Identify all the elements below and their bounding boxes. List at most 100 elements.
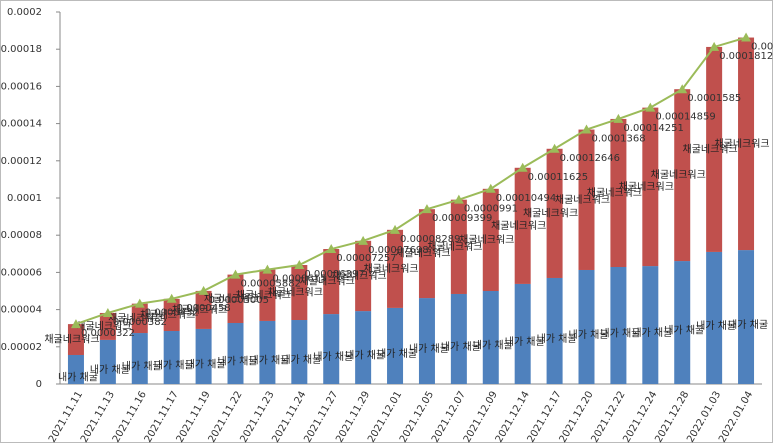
segment-label: 채굴네크워크: [76, 319, 131, 332]
segment-label: 내가 채굴: [281, 354, 321, 366]
data-label: 0.0001585: [687, 93, 741, 104]
bar-segment: [578, 269, 595, 384]
segment-label: 내가 채굴: [632, 327, 672, 339]
bar-segment: [738, 37, 755, 251]
bar-segment: [450, 293, 467, 384]
bar-segment: [642, 266, 659, 384]
segment-label: 내가 채굴: [186, 358, 226, 370]
bar-segment: [323, 249, 340, 315]
segment-label: 채굴네크워크: [651, 168, 706, 181]
bar-segment: [163, 298, 180, 331]
segment-label: 내가 채굴: [58, 371, 98, 383]
line-marker: [549, 143, 560, 153]
line-marker: [230, 269, 241, 279]
y-tick-label: 0.00012: [1, 156, 42, 167]
segment-label: 내가 채굴: [345, 350, 385, 362]
y-tick-label: 0.0001: [7, 193, 42, 204]
line-marker: [294, 260, 305, 270]
bar-segment: [482, 188, 499, 291]
segment-label: 채굴네크워크: [300, 275, 355, 288]
line-marker: [198, 285, 209, 295]
line-marker: [709, 41, 720, 51]
y-tick-label: 0.00014: [1, 119, 42, 130]
line-marker: [453, 194, 464, 204]
bar-segment: [450, 199, 467, 294]
segment-label: 내가 채굴: [537, 333, 577, 345]
line-marker: [326, 244, 337, 254]
y-tick-label: 0: [36, 379, 42, 390]
bar-segment: [227, 274, 244, 323]
data-label: 0.0000322: [81, 328, 135, 339]
y-tick-label: 0.0002: [7, 7, 42, 18]
segment-label: 채굴네크워크: [555, 193, 610, 206]
bar-segment: [259, 320, 276, 384]
data-label: 0.00007698: [368, 245, 428, 256]
segment-label: 내가 채굴: [664, 325, 704, 337]
bar-segment: [387, 307, 404, 384]
bar-segment: [610, 118, 627, 268]
data-label: 0.00014859: [655, 112, 715, 123]
bar-segment: [99, 312, 116, 340]
bar-segment: [546, 277, 563, 384]
segment-label: 내가 채굴: [218, 355, 258, 367]
line-marker: [485, 183, 496, 193]
y-tick-label: 0.00016: [1, 81, 42, 92]
segment-label: 채굴네크워크: [523, 206, 578, 219]
line-marker: [166, 293, 177, 303]
bar-segment: [706, 46, 723, 252]
bar-segment: [514, 283, 531, 384]
data-label: 0.00008289: [400, 234, 460, 245]
y-tick-label: 0.00006: [1, 267, 42, 278]
bar-segment: [291, 265, 308, 321]
bar-segment: [674, 261, 691, 384]
line-marker: [102, 307, 113, 317]
bar-segment: [323, 314, 340, 384]
segment-label: 내가 채굴: [90, 364, 130, 376]
segment-label: 내가 채굴: [249, 354, 289, 366]
y-tick-label: 0.00008: [1, 230, 42, 241]
line-marker: [390, 224, 401, 234]
bar-segment: [195, 290, 212, 329]
data-label: 0.00005005: [209, 295, 269, 306]
segment-label: 채굴네크워크: [427, 240, 482, 253]
line-marker: [581, 124, 592, 134]
segment-label: 내가 채굴: [154, 359, 194, 371]
segment-label: 내가 채굴: [728, 319, 768, 331]
data-label: 0.0001368: [592, 134, 646, 145]
bar-segment: [610, 267, 627, 384]
data-label: 0.0000991: [464, 204, 518, 215]
data-label: 0.00012646: [560, 153, 620, 164]
bar-segment: [642, 107, 659, 267]
segment-label: 채굴네크워크: [236, 288, 291, 301]
segment-label: 내가 채굴: [441, 341, 481, 353]
bar-segment: [259, 269, 276, 321]
bar-segment: [355, 311, 372, 384]
line-marker: [421, 204, 432, 214]
line-marker: [517, 162, 528, 172]
line-marker: [358, 235, 369, 245]
segment-label: 채굴네크워크: [332, 269, 387, 282]
segment-label: 채굴네크워크: [44, 333, 99, 346]
data-label: 0.00005882: [241, 279, 301, 290]
segment-label: 내가 채굴: [377, 348, 417, 360]
segment-label: 채굴네크워크: [268, 286, 323, 299]
data-label: 0.00018627: [751, 42, 773, 53]
segment-label: 내가 채굴: [600, 328, 640, 340]
bar-segment: [67, 324, 84, 355]
segment-label: 내가 채굴: [696, 320, 736, 332]
data-label: 0.0000615: [272, 274, 326, 285]
data-label: 0.00006397: [304, 269, 364, 280]
bar-segment: [706, 251, 723, 384]
bar-segment: [291, 320, 308, 384]
line-marker: [645, 102, 656, 112]
line-marker: [677, 84, 688, 94]
data-label: 0.00018122: [719, 51, 773, 62]
bar-segment: [578, 129, 595, 270]
y-tick-label: 0.00018: [1, 44, 42, 55]
segment-label: 채굴네크워크: [459, 233, 514, 246]
bar-segment: [482, 291, 499, 384]
line-marker: [70, 319, 81, 329]
bar-segment: [195, 328, 212, 384]
segment-label: 내가 채굴: [313, 351, 353, 363]
segment-label: 채굴네크워크: [619, 180, 674, 193]
